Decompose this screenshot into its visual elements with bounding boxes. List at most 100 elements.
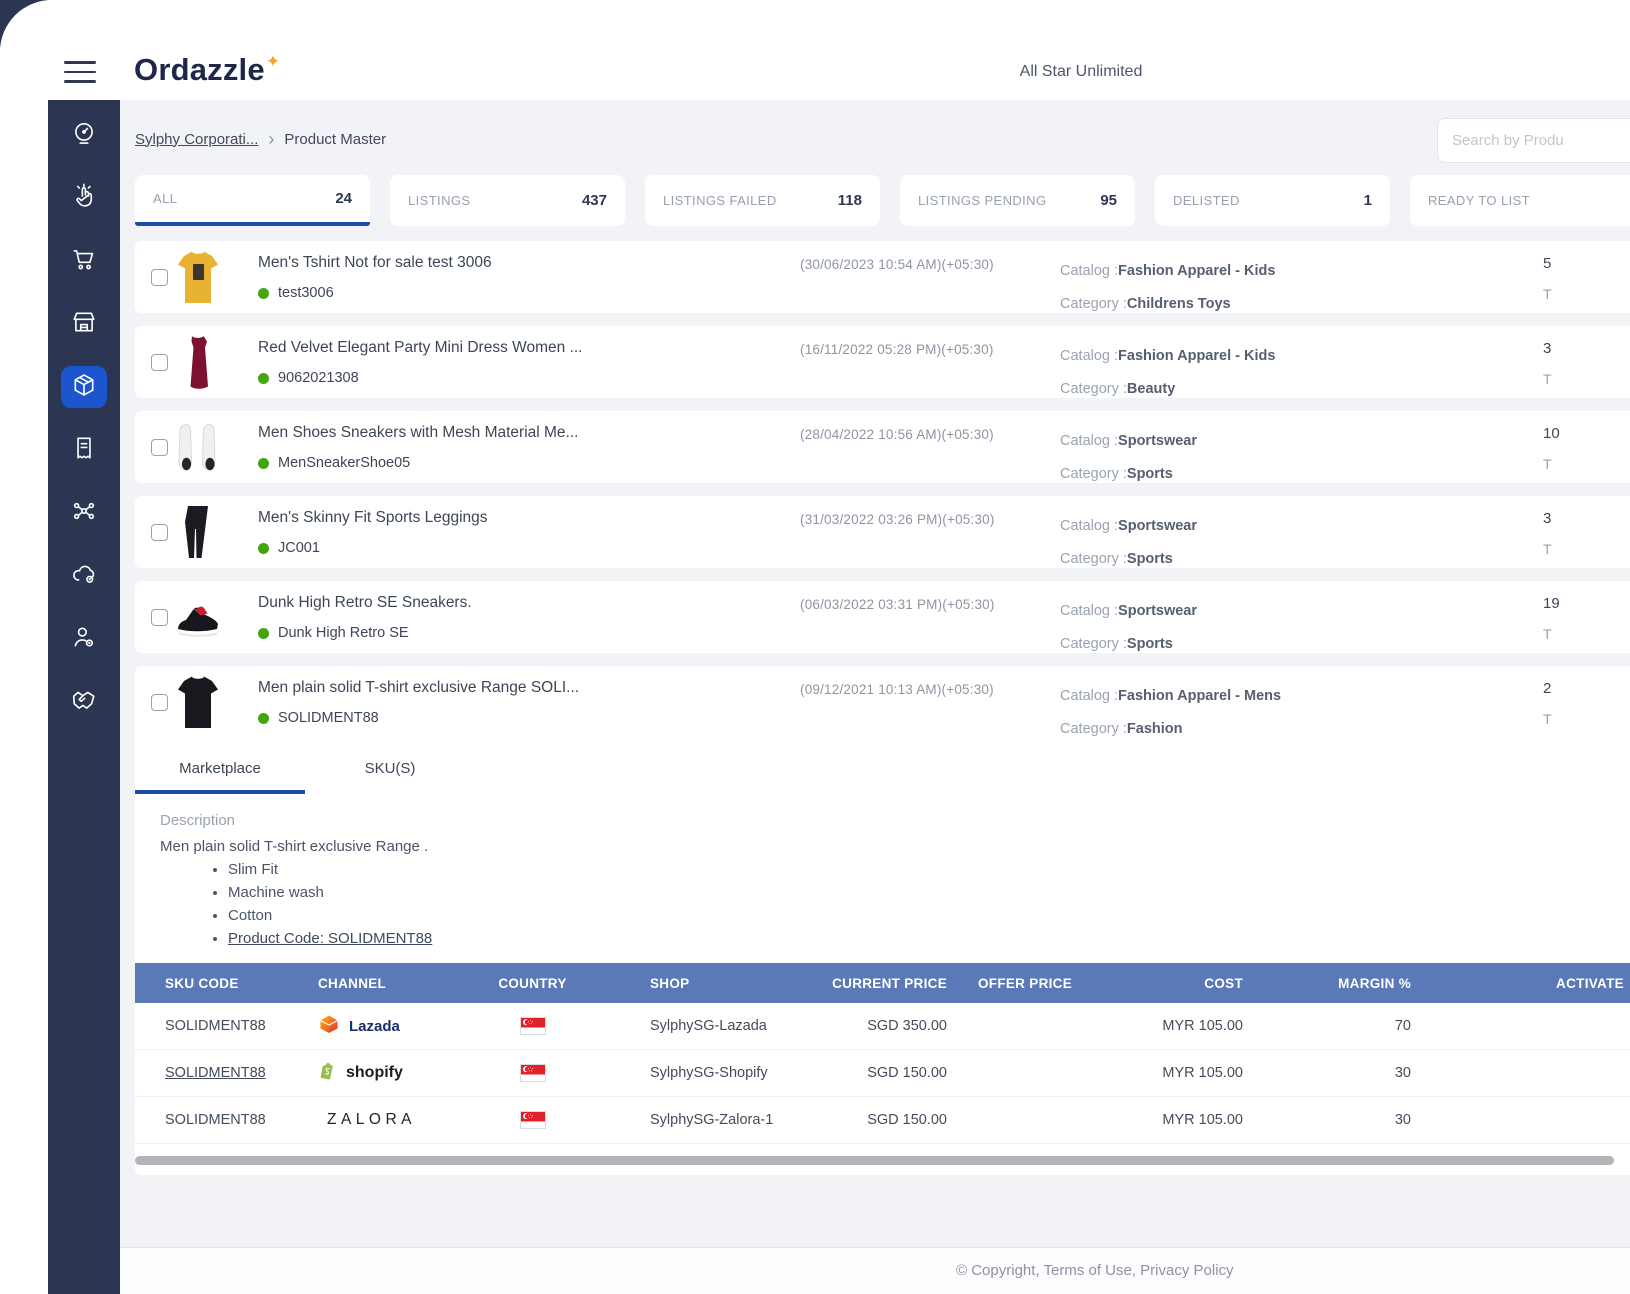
category-value: Sports bbox=[1126, 466, 1173, 482]
cell-shop: SylphySG-Lazada bbox=[650, 1018, 767, 1034]
tab-all[interactable]: ALL 24 bbox=[135, 175, 370, 226]
cell-sku-code: SOLIDMENT88 bbox=[165, 1112, 266, 1128]
listing-count-number: 3 bbox=[1543, 340, 1552, 357]
singapore-flag bbox=[455, 1111, 610, 1129]
row-checkbox[interactable] bbox=[151, 354, 168, 371]
product-sku: MenSneakerShoe05 bbox=[278, 455, 411, 471]
product-row[interactable]: Men's Tshirt Not for sale test 3006 test… bbox=[135, 241, 1630, 313]
product-sku: Dunk High Retro SE bbox=[278, 625, 409, 641]
sku-table-row: SOLIDMENT88 ZALORA SylphySG-Zalora-1 SGD… bbox=[135, 1097, 1630, 1144]
sidebar-item-click[interactable] bbox=[61, 177, 107, 219]
horizontal-scrollbar[interactable] bbox=[135, 1156, 1614, 1165]
catalog-label: Catalog : bbox=[1060, 433, 1119, 449]
product-timestamp: (06/03/2022 03:31 PM)(+05:30) bbox=[800, 597, 995, 612]
click-icon bbox=[71, 182, 97, 214]
status-dot-icon bbox=[258, 457, 269, 469]
product-code-link[interactable]: Product Code: SOLIDMENT88 bbox=[228, 930, 433, 947]
row-checkbox[interactable] bbox=[151, 439, 168, 456]
dress-red bbox=[175, 332, 221, 392]
breadcrumb-current: Product Master bbox=[284, 130, 387, 148]
row-checkbox[interactable] bbox=[151, 269, 168, 286]
row-checkbox[interactable] bbox=[151, 694, 168, 711]
product-sku: SOLIDMENT88 bbox=[278, 710, 379, 726]
leggings-black bbox=[175, 502, 221, 562]
description-bullet: Machine wash bbox=[228, 884, 1630, 901]
product-timestamp: (30/06/2023 10:54 AM)(+05:30) bbox=[800, 257, 994, 272]
hamburger-menu-icon[interactable] bbox=[64, 61, 96, 83]
channel-name: Lazada bbox=[349, 1017, 400, 1035]
column-header-cost: COST bbox=[1204, 975, 1243, 991]
cell-shop: SylphySG-Shopify bbox=[650, 1065, 768, 1081]
sidebar-item-store[interactable] bbox=[61, 303, 107, 345]
product-timestamp: (09/12/2021 10:13 AM)(+05:30) bbox=[800, 682, 994, 697]
sidebar-item-network[interactable] bbox=[61, 492, 107, 534]
listing-count: 10 T bbox=[1543, 425, 1560, 472]
tab-listings-pending[interactable]: LISTINGS PENDING 95 bbox=[900, 175, 1135, 226]
detail-tab-marketplace[interactable]: Marketplace bbox=[135, 748, 305, 794]
footer-links[interactable]: © Copyright, Terms of Use, Privacy Polic… bbox=[956, 1262, 1234, 1279]
sidebar-item-cart[interactable] bbox=[61, 240, 107, 282]
sidebar-item-handshake[interactable] bbox=[61, 681, 107, 723]
page-footer: © Copyright, Terms of Use, Privacy Polic… bbox=[120, 1247, 1630, 1294]
sidebar-item-dashboard[interactable] bbox=[61, 114, 107, 156]
cell-shop: SylphySG-Zalora-1 bbox=[650, 1112, 774, 1128]
product-title: Dunk High Retro SE Sneakers. bbox=[258, 594, 472, 611]
listing-count-number: 2 bbox=[1543, 680, 1552, 697]
tshirt-yellow bbox=[175, 247, 221, 307]
main-content: Sylphy Corporati... › Product Master ALL… bbox=[120, 100, 1630, 1247]
catalog-value: Sportswear bbox=[1118, 603, 1198, 619]
product-row[interactable]: Men's Skinny Fit Sports Leggings JC001 (… bbox=[135, 496, 1630, 568]
product-catalog-info: Catalog :Fashion Apparel - Kids Category… bbox=[1060, 340, 1275, 406]
product-list: Men's Tshirt Not for sale test 3006 test… bbox=[135, 241, 1630, 1175]
catalog-value: Fashion Apparel - Kids bbox=[1118, 263, 1276, 279]
product-row[interactable]: Dunk High Retro SE Sneakers. Dunk High R… bbox=[135, 581, 1630, 653]
sidebar-item-user-settings[interactable] bbox=[61, 618, 107, 660]
tab-delisted[interactable]: DELISTED 1 bbox=[1155, 175, 1390, 226]
catalog-value: Fashion Apparel - Kids bbox=[1118, 348, 1276, 364]
description-text: Men plain solid T-shirt exclusive Range … bbox=[160, 838, 429, 855]
description-bullet: Slim Fit bbox=[228, 861, 1630, 878]
tab-label: ALL bbox=[153, 191, 178, 206]
detail-tabs: Marketplace SKU(S) bbox=[135, 738, 1630, 794]
product-title: Men's Skinny Fit Sports Leggings bbox=[258, 509, 488, 526]
category-label: Category : bbox=[1060, 381, 1127, 397]
tab-listings-failed[interactable]: LISTINGS FAILED 118 bbox=[645, 175, 880, 226]
sidebar-item-cloud-sync[interactable] bbox=[61, 555, 107, 597]
column-header-shop: SHOP bbox=[650, 975, 690, 991]
description-bullets: Slim Fit Machine wash Cotton Product Code: … bbox=[160, 861, 1630, 947]
catalog-label: Catalog : bbox=[1060, 688, 1119, 704]
sku-table-header: SKU CODE CHANNEL COUNTRY SHOP CURRENT PRICE O… bbox=[135, 963, 1630, 1003]
sku-table: SKU CODE CHANNEL COUNTRY SHOP CURRENT PRICE O… bbox=[135, 963, 1630, 1144]
search-input[interactable] bbox=[1437, 118, 1630, 163]
tab-count: 95 bbox=[1100, 192, 1117, 209]
status-dot-icon bbox=[258, 542, 269, 554]
tab-ready-to-list[interactable]: READY TO LIST bbox=[1410, 175, 1630, 226]
sidebar-item-products[interactable] bbox=[61, 366, 107, 408]
row-checkbox[interactable] bbox=[151, 609, 168, 626]
product-catalog-info: Catalog :Fashion Apparel - Kids Category… bbox=[1060, 255, 1275, 321]
tab-listings[interactable]: LISTINGS 437 bbox=[390, 175, 625, 226]
category-label: Category : bbox=[1060, 636, 1127, 652]
breadcrumb-parent-link[interactable]: Sylphy Corporati... bbox=[135, 130, 259, 148]
detail-tab-skus[interactable]: SKU(S) bbox=[364, 760, 416, 777]
description-heading: Description bbox=[160, 812, 236, 829]
cell-current-price: SGD 350.00 bbox=[867, 1018, 947, 1034]
listing-count-number: 3 bbox=[1543, 510, 1552, 527]
product-row[interactable]: Men Shoes Sneakers with Mesh Material Me… bbox=[135, 411, 1630, 483]
product-row[interactable]: Red Velvet Elegant Party Mini Dress Wome… bbox=[135, 326, 1630, 398]
status-dot-icon bbox=[258, 712, 269, 724]
description-section: Description Men plain solid T-shirt excl… bbox=[160, 812, 1630, 947]
listing-count-number: 19 bbox=[1543, 595, 1560, 612]
tab-count: 1 bbox=[1363, 192, 1372, 209]
sidebar-item-orders[interactable] bbox=[61, 429, 107, 471]
singapore-flag bbox=[455, 1064, 610, 1082]
sku-code-link[interactable]: SOLIDMENT88 bbox=[165, 1065, 266, 1081]
description-bullet: Cotton bbox=[228, 907, 1630, 924]
sku-table-body: SOLIDMENT88 Lazada SylphySG-Lazada SGD 3… bbox=[135, 1003, 1630, 1144]
product-row[interactable]: Men plain solid T-shirt exclusive Range … bbox=[135, 666, 1630, 738]
cell-channel: shopify bbox=[288, 1061, 455, 1086]
column-header-margin-: MARGIN % bbox=[1338, 975, 1411, 991]
column-header-channel: CHANNEL bbox=[318, 975, 387, 991]
brand-logo[interactable]: Ordazzle✦ bbox=[134, 52, 280, 88]
row-checkbox[interactable] bbox=[151, 524, 168, 541]
